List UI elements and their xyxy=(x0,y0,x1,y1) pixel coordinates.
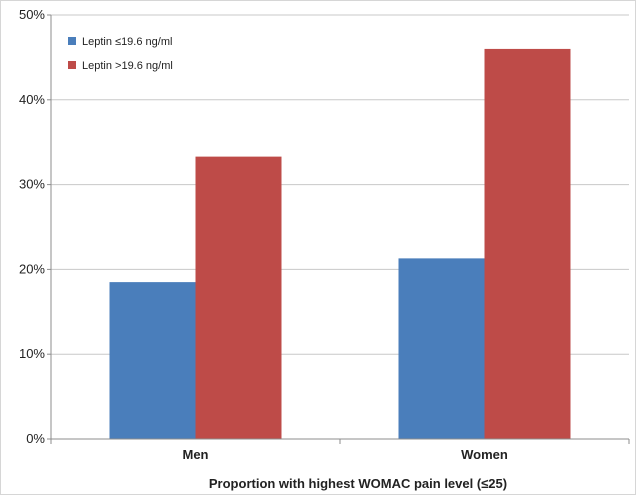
x-axis-title: Proportion with highest WOMAC pain level… xyxy=(209,476,507,491)
y-tick-label: 50% xyxy=(19,7,45,22)
legend: Leptin ≤19.6 ng/ml Leptin >19.6 ng/ml xyxy=(68,36,173,72)
axes xyxy=(47,14,630,444)
x-category-label: Women xyxy=(461,447,508,462)
y-tick-label: 30% xyxy=(19,177,45,192)
y-tick-label: 40% xyxy=(19,92,45,107)
y-tick-label: 10% xyxy=(19,346,45,361)
bar-men-series-2 xyxy=(195,156,282,439)
legend-label: Leptin ≤19.6 ng/ml xyxy=(82,36,172,48)
bar-women-series-1 xyxy=(398,258,485,439)
y-tick-label: 20% xyxy=(19,261,45,276)
bar-men-series-1 xyxy=(109,282,196,439)
y-axis-tick-labels: 0% 10% 20% 30% 40% 50% xyxy=(19,7,45,446)
legend-label: Leptin >19.6 ng/ml xyxy=(82,60,173,72)
legend-swatch xyxy=(68,61,76,69)
bar-women-series-2 xyxy=(484,48,571,440)
legend-swatch xyxy=(68,37,76,45)
bars xyxy=(109,48,571,440)
x-axis-category-labels: Men Women xyxy=(183,447,508,462)
y-tick-label: 0% xyxy=(26,431,45,446)
x-category-label: Men xyxy=(183,447,209,462)
